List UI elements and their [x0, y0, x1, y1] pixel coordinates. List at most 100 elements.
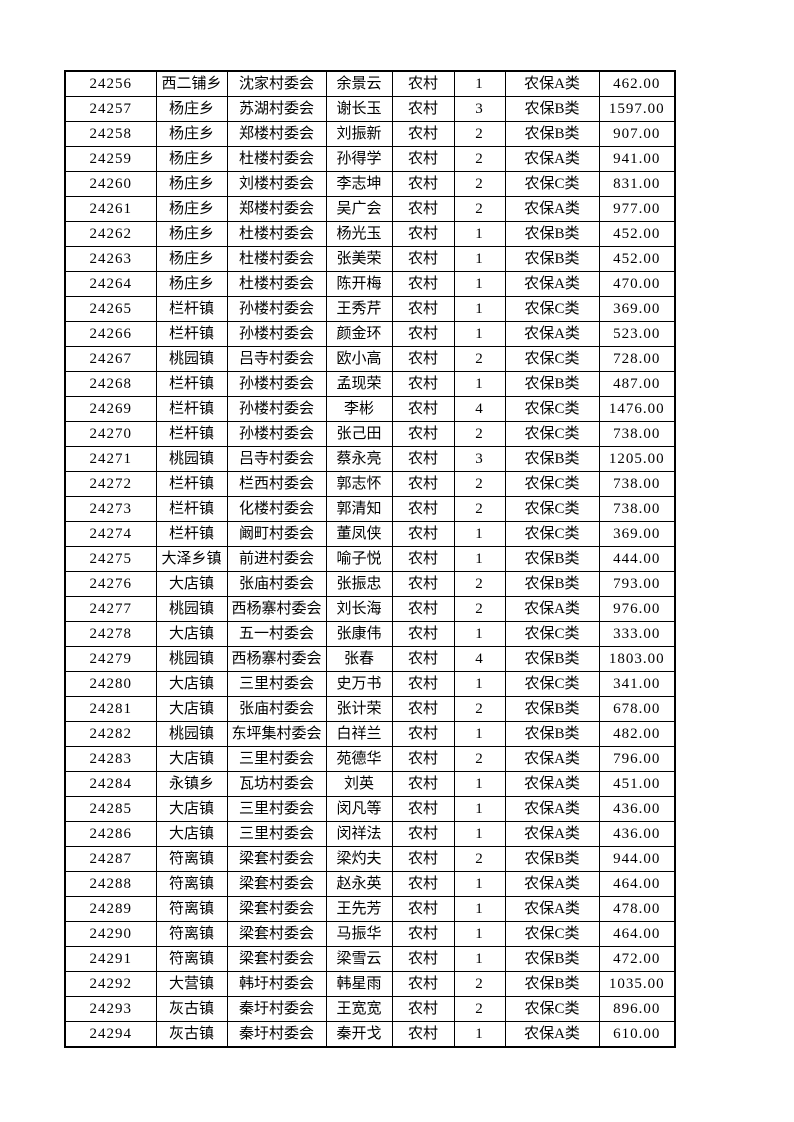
- cell-person-count: 1: [453, 671, 506, 697]
- cell-person-count: 2: [453, 421, 506, 447]
- table-row: 24270 栏杆镇 孙楼村委会 张己田 农村 2 农保C类 738.00: [64, 421, 676, 447]
- cell-person-count: 1: [453, 321, 506, 347]
- cell-insurance-category: 农保B类: [504, 546, 600, 572]
- cell-record-id: 24271: [64, 446, 157, 472]
- cell-person-name: 陈开梅: [325, 271, 393, 297]
- cell-person-name: 张计荣: [325, 696, 393, 722]
- cell-person-name: 王宽宽: [325, 996, 393, 1022]
- cell-insurance-category: 农保B类: [504, 721, 600, 747]
- cell-person-name: 王秀芹: [325, 296, 393, 322]
- cell-township: 灰古镇: [155, 996, 228, 1022]
- cell-village-committee: 孙楼村委会: [226, 321, 327, 347]
- cell-insurance-category: 农保C类: [504, 171, 600, 197]
- cell-record-id: 24261: [64, 196, 157, 222]
- cell-amount: 482.00: [598, 721, 676, 747]
- cell-record-id: 24268: [64, 371, 157, 397]
- cell-residence-type: 农村: [391, 421, 455, 447]
- cell-record-id: 24288: [64, 871, 157, 897]
- cell-amount: 333.00: [598, 621, 676, 647]
- cell-village-committee: 东坪集村委会: [226, 721, 327, 747]
- cell-person-name: 韩星雨: [325, 971, 393, 997]
- table-row: 24274 栏杆镇 阚町村委会 董凤侠 农村 1 农保C类 369.00: [64, 521, 676, 547]
- cell-amount: 472.00: [598, 946, 676, 972]
- cell-person-count: 2: [453, 571, 506, 597]
- cell-record-id: 24269: [64, 396, 157, 422]
- cell-township: 杨庄乡: [155, 146, 228, 172]
- cell-person-name: 史万书: [325, 671, 393, 697]
- cell-record-id: 24276: [64, 571, 157, 597]
- cell-village-committee: 化楼村委会: [226, 496, 327, 522]
- cell-township: 大店镇: [155, 746, 228, 772]
- cell-village-committee: 三里村委会: [226, 671, 327, 697]
- table-row: 24288 符离镇 梁套村委会 赵永英 农村 1 农保A类 464.00: [64, 871, 676, 897]
- table-row: 24281 大店镇 张庙村委会 张计荣 农村 2 农保B类 678.00: [64, 696, 676, 722]
- cell-township: 大店镇: [155, 571, 228, 597]
- table-row: 24261 杨庄乡 郑楼村委会 吴广会 农村 2 农保A类 977.00: [64, 196, 676, 222]
- cell-village-committee: 张庙村委会: [226, 696, 327, 722]
- cell-amount: 976.00: [598, 596, 676, 622]
- cell-person-name: 闵祥法: [325, 821, 393, 847]
- cell-amount: 369.00: [598, 521, 676, 547]
- cell-village-committee: 阚町村委会: [226, 521, 327, 547]
- cell-village-committee: 瓦坊村委会: [226, 771, 327, 797]
- cell-residence-type: 农村: [391, 146, 455, 172]
- cell-village-committee: 三里村委会: [226, 796, 327, 822]
- table-row: 24285 大店镇 三里村委会 闵凡等 农村 1 农保A类 436.00: [64, 796, 676, 822]
- table-row: 24257 杨庄乡 苏湖村委会 谢长玉 农村 3 农保B类 1597.00: [64, 96, 676, 122]
- cell-person-name: 闵凡等: [325, 796, 393, 822]
- cell-insurance-category: 农保B类: [504, 571, 600, 597]
- cell-township: 栏杆镇: [155, 496, 228, 522]
- cell-residence-type: 农村: [391, 971, 455, 997]
- cell-insurance-category: 农保A类: [504, 871, 600, 897]
- cell-township: 栏杆镇: [155, 321, 228, 347]
- cell-village-committee: 杜楼村委会: [226, 246, 327, 272]
- cell-record-id: 24290: [64, 921, 157, 947]
- cell-village-committee: 孙楼村委会: [226, 396, 327, 422]
- cell-residence-type: 农村: [391, 596, 455, 622]
- cell-record-id: 24278: [64, 621, 157, 647]
- table-row: 24259 杨庄乡 杜楼村委会 孙得学 农村 2 农保A类 941.00: [64, 146, 676, 172]
- cell-person-count: 1: [453, 546, 506, 572]
- cell-residence-type: 农村: [391, 296, 455, 322]
- cell-insurance-category: 农保A类: [504, 1021, 600, 1048]
- table-row: 24266 栏杆镇 孙楼村委会 颜金环 农村 1 农保A类 523.00: [64, 321, 676, 347]
- cell-township: 桃园镇: [155, 596, 228, 622]
- cell-amount: 436.00: [598, 796, 676, 822]
- cell-residence-type: 农村: [391, 121, 455, 147]
- cell-person-count: 2: [453, 496, 506, 522]
- cell-record-id: 24265: [64, 296, 157, 322]
- cell-residence-type: 农村: [391, 396, 455, 422]
- cell-village-committee: 杜楼村委会: [226, 271, 327, 297]
- cell-person-name: 苑德华: [325, 746, 393, 772]
- cell-township: 杨庄乡: [155, 171, 228, 197]
- cell-person-count: 1: [453, 271, 506, 297]
- cell-amount: 464.00: [598, 871, 676, 897]
- table-row: 24277 桃园镇 西杨寨村委会 刘长海 农村 2 农保A类 976.00: [64, 596, 676, 622]
- cell-person-count: 1: [453, 871, 506, 897]
- cell-person-name: 蔡永亮: [325, 446, 393, 472]
- cell-person-count: 1: [453, 221, 506, 247]
- table-row: 24278 大店镇 五一村委会 张康伟 农村 1 农保C类 333.00: [64, 621, 676, 647]
- cell-person-name: 张春: [325, 646, 393, 672]
- cell-person-count: 1: [453, 521, 506, 547]
- cell-record-id: 24282: [64, 721, 157, 747]
- cell-person-count: 1: [453, 921, 506, 947]
- cell-township: 栏杆镇: [155, 396, 228, 422]
- cell-insurance-category: 农保B类: [504, 96, 600, 122]
- cell-person-name: 梁雪云: [325, 946, 393, 972]
- cell-person-name: 刘英: [325, 771, 393, 797]
- cell-person-count: 1: [453, 721, 506, 747]
- cell-township: 杨庄乡: [155, 221, 228, 247]
- cell-village-committee: 前进村委会: [226, 546, 327, 572]
- cell-insurance-category: 农保C类: [504, 471, 600, 497]
- cell-village-committee: 西杨寨村委会: [226, 646, 327, 672]
- cell-residence-type: 农村: [391, 546, 455, 572]
- cell-amount: 369.00: [598, 296, 676, 322]
- cell-township: 大店镇: [155, 796, 228, 822]
- table-row: 24282 桃园镇 东坪集村委会 白祥兰 农村 1 农保B类 482.00: [64, 721, 676, 747]
- cell-record-id: 24270: [64, 421, 157, 447]
- table-row: 24256 西二铺乡 沈家村委会 余景云 农村 1 农保A类 462.00: [64, 70, 676, 97]
- cell-person-count: 3: [453, 446, 506, 472]
- cell-insurance-category: 农保C类: [504, 421, 600, 447]
- cell-village-committee: 郑楼村委会: [226, 121, 327, 147]
